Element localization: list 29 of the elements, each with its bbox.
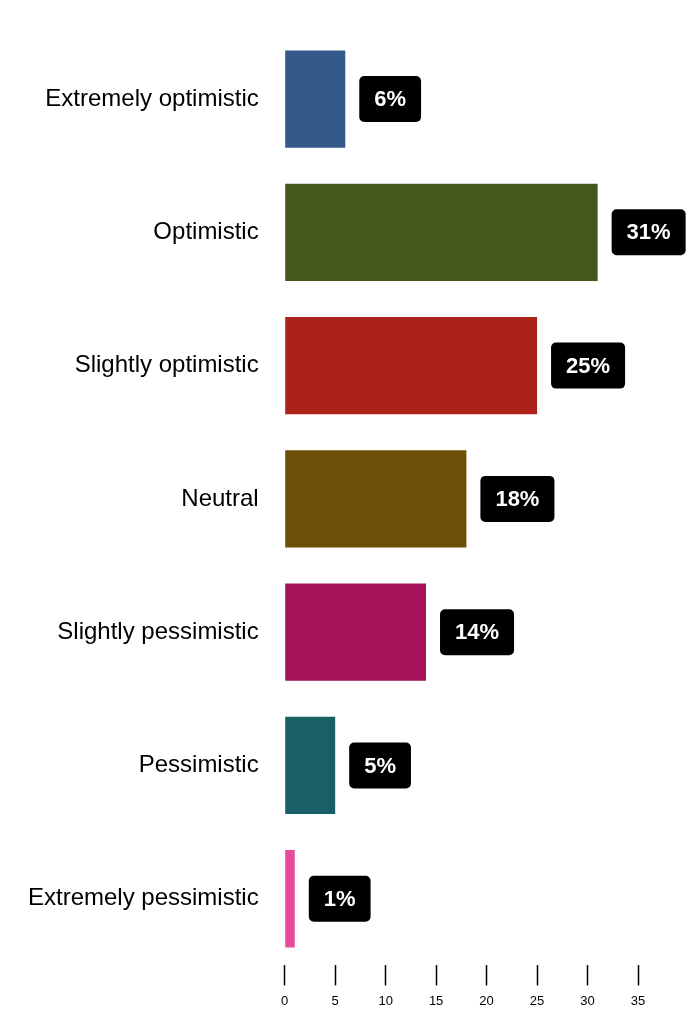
data-label: 31% (626, 219, 671, 245)
bar (285, 50, 346, 148)
x-tick-label: 30 (580, 992, 595, 1008)
x-tick-label: 5 (331, 992, 339, 1008)
bar (285, 450, 467, 548)
y-tick-label: Slightly pessimistic (57, 616, 259, 644)
x-tick-label: 25 (529, 992, 545, 1008)
x-tick-label: 10 (378, 992, 393, 1008)
y-tick-label: Pessimistic (138, 750, 259, 778)
x-tick-label: 35 (630, 992, 646, 1008)
bar (285, 716, 336, 815)
bar (285, 316, 538, 415)
data-label: 6% (374, 86, 407, 112)
x-tick-label: 20 (479, 992, 494, 1008)
y-tick-label: Slightly optimistic (74, 350, 259, 378)
bar (285, 850, 295, 948)
bar (285, 183, 598, 281)
y-tick-label: Extremely optimistic (45, 83, 259, 111)
x-tick-label: 15 (428, 992, 444, 1008)
y-tick-label: Neutral (181, 483, 259, 511)
data-label: 1% (323, 885, 356, 911)
data-label: 18% (495, 485, 540, 511)
bar (285, 583, 427, 681)
data-label: 25% (566, 352, 611, 378)
y-tick-label: Optimistic (153, 216, 259, 244)
y-tick-label: Extremely pessimistic (27, 883, 259, 911)
x-tick-label: 0 (281, 992, 289, 1008)
data-label: 5% (364, 752, 396, 778)
data-label: 14% (455, 619, 500, 645)
